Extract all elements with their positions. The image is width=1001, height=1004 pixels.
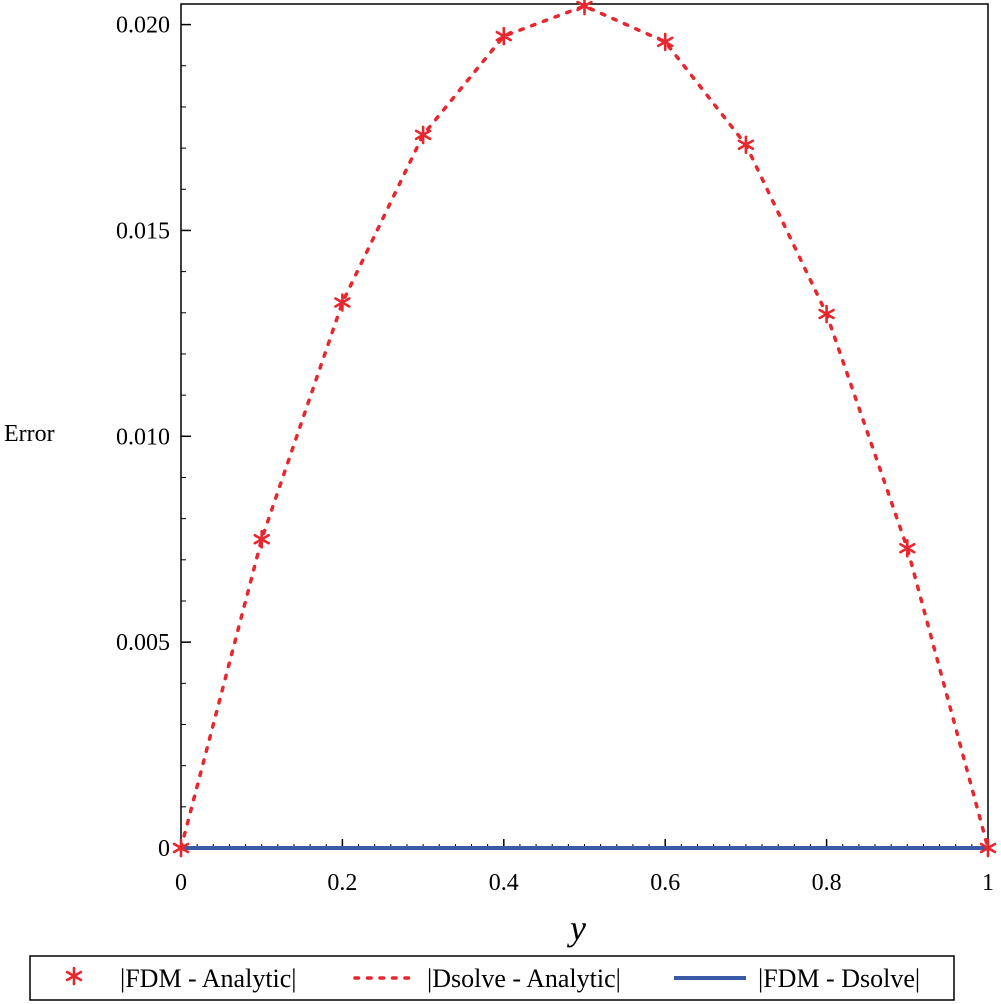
x-tick-label: 0 (175, 870, 187, 896)
y-tick-label: 0.010 (116, 424, 170, 450)
x-axis-ticks: 0 0.2 0.4 0.6 0.8 1 (175, 839, 994, 896)
series-fdm-analytic-marker (414, 125, 432, 145)
legend-box (29, 955, 955, 1001)
legend: |FDM - Analytic| |Dsolve - Analytic| |FDM … (29, 955, 955, 1001)
x-tick-label: 0.4 (489, 870, 519, 896)
y-tick-label: 0.020 (116, 13, 170, 39)
y-tick-label: 0 (158, 836, 170, 862)
x-tick-label: 0.2 (327, 870, 357, 896)
series-fdm-analytic-marker (576, 0, 593, 16)
series-fdm-analytic-marker (253, 529, 270, 549)
series-fdm-analytic-marker (334, 293, 351, 312)
y-axis-ticks: 0 0.005 0.010 0.015 0.020 (116, 13, 191, 862)
y-axis-label: Error (4, 421, 55, 447)
x-tick-label: 1 (982, 870, 994, 896)
series-layer (172, 0, 997, 858)
series-fdm-analytic-marker (656, 32, 674, 52)
series-fdm-analytic-marker (737, 135, 755, 155)
series-dsolve-analytic-line (179, 4, 990, 850)
x-tick-label: 0.6 (650, 870, 680, 896)
legend-swatch-fdm-analytic (65, 966, 83, 986)
x-axis-label: y (567, 908, 586, 948)
legend-label: |FDM - Analytic| (120, 964, 297, 993)
series-fdm-analytic-marker (818, 304, 835, 324)
series-fdm-analytic-marker (979, 838, 997, 858)
legend-label: |Dsolve - Analytic| (427, 964, 621, 993)
y-tick-label: 0.015 (116, 218, 170, 244)
series-fdm-analytic-marker (899, 538, 916, 558)
series-fdm-analytic-marker (495, 26, 513, 46)
y-tick-label: 0.005 (116, 630, 170, 656)
legend-label: |FDM - Dsolve| (758, 964, 920, 993)
series-fdm-analytic-marker (172, 838, 190, 858)
x-tick-label: 0.8 (812, 870, 842, 896)
